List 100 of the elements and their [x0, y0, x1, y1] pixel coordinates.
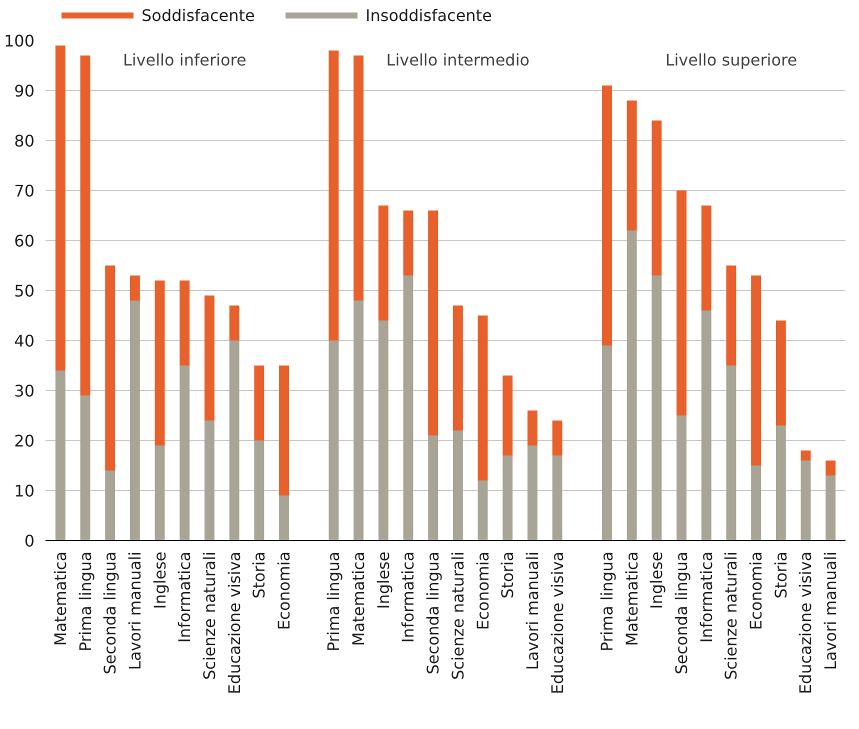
bar [478, 316, 488, 480]
bar [626, 230, 637, 540]
y-tick-label: 80 [14, 132, 34, 150]
x-tick-label: Lavori manuali [125, 552, 144, 670]
legend-label: Soddisfacente [142, 6, 255, 25]
bar [204, 296, 214, 420]
bar [652, 276, 662, 540]
y-tick-label: 100 [4, 32, 35, 50]
x-tick-label: Seconda lingua [424, 552, 443, 674]
bar [378, 206, 388, 320]
bar [80, 396, 90, 540]
x-tick-label: Matematica [349, 552, 368, 646]
bar [229, 340, 240, 540]
bar [229, 306, 240, 340]
x-tick-label: Economia [746, 551, 766, 630]
bar [800, 460, 811, 540]
x-tick-label: Prima lingua [324, 552, 344, 652]
x-tick-label: Seconda lingua [672, 552, 692, 674]
bar [726, 366, 736, 540]
legend-label: Insoddisfacente [366, 6, 492, 25]
bar [602, 86, 612, 346]
x-tick-label: Educazione visiva [224, 551, 244, 694]
bar [751, 276, 762, 466]
x-tick-label: Inglese [647, 552, 666, 609]
bar [502, 376, 513, 456]
x-tick-label: Prima lingua [597, 552, 616, 652]
bar [105, 470, 116, 540]
annotation: Livello inferiore [122, 50, 246, 70]
x-tick-label: Educazione visiva [796, 551, 816, 694]
x-tick-label: Lavori manuali [522, 552, 542, 670]
bar [130, 276, 140, 300]
bar [826, 476, 836, 540]
bar [354, 300, 364, 540]
bar [378, 320, 388, 540]
bar [354, 56, 364, 300]
y-tick-label: 90 [14, 82, 34, 100]
bar [826, 460, 836, 476]
x-tick-label: Matematica [50, 552, 70, 646]
bar [279, 496, 289, 540]
bar [328, 50, 339, 340]
bar [652, 120, 662, 276]
bar [204, 420, 214, 540]
bar [55, 370, 66, 540]
x-tick-label: Scienze naturali [448, 552, 468, 680]
bar [428, 210, 438, 436]
bar [403, 210, 414, 276]
x-tick-label: Storia [250, 552, 269, 599]
bar [602, 346, 612, 540]
y-tick-label: 30 [14, 382, 34, 400]
y-tick-label: 60 [14, 232, 34, 250]
x-tick-label: Prima lingua [76, 552, 95, 652]
annotation: Livello intermedio [386, 50, 530, 70]
x-tick-label: Storia [771, 552, 790, 599]
bar [527, 446, 538, 540]
bar [800, 450, 811, 460]
bar [751, 466, 762, 540]
x-tick-label: Educazione visiva [548, 551, 567, 694]
x-tick-label: Informatica [696, 551, 716, 643]
bar [478, 480, 488, 540]
y-tick-label: 10 [14, 482, 34, 500]
x-tick-label: Inglese [374, 552, 393, 609]
x-tick-label: Matematica [622, 552, 642, 646]
x-tick-label: Inglese [150, 552, 170, 609]
bar [676, 190, 686, 416]
x-tick-label: Lavori manuali [821, 552, 840, 670]
bar [279, 366, 289, 496]
y-tick-label: 50 [14, 282, 34, 300]
bar [254, 440, 264, 540]
bar [626, 100, 637, 230]
y-tick-label: 40 [14, 332, 34, 350]
bar [502, 456, 513, 540]
bar [428, 436, 438, 540]
bar [328, 340, 339, 540]
x-tick-label: Economia [274, 551, 294, 630]
bar [701, 206, 712, 310]
bar [254, 366, 264, 440]
bar [701, 310, 712, 540]
bar [154, 446, 165, 540]
y-tick-label: 20 [14, 432, 34, 450]
bar [726, 266, 736, 366]
bar [55, 46, 66, 370]
annotation: Livello superiore [665, 50, 798, 70]
bar [552, 456, 562, 540]
x-tick-label: Informatica [398, 551, 418, 643]
bar [452, 306, 463, 430]
y-tick-label: 70 [14, 182, 34, 200]
bar [452, 430, 463, 540]
bar [180, 280, 190, 366]
bar [776, 320, 786, 426]
bar [130, 300, 140, 540]
bar [180, 366, 190, 540]
x-tick-label: Storia [498, 552, 518, 599]
bar [154, 280, 165, 446]
bar [676, 416, 686, 540]
x-tick-label: Seconda lingua [100, 552, 120, 674]
x-tick-label: Economia [473, 551, 492, 630]
bar [527, 410, 538, 446]
y-tick-label: 0 [24, 532, 35, 550]
bar [403, 276, 414, 540]
x-tick-label: Scienze naturali [200, 552, 219, 680]
